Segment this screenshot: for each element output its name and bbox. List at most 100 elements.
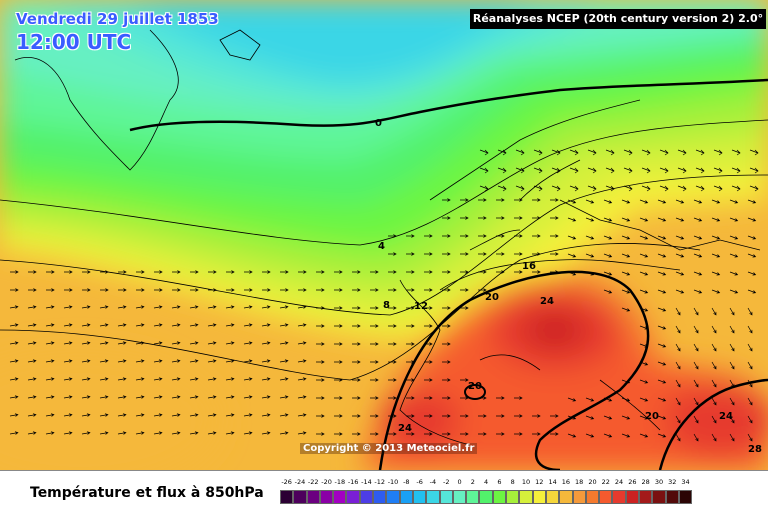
- wind-arrow: [81, 377, 91, 381]
- legend-swatch: [452, 490, 467, 504]
- wind-arrow: [603, 289, 613, 294]
- wind-arrow: [478, 396, 487, 400]
- wind-arrow: [747, 379, 753, 388]
- wind-arrow: [135, 431, 145, 435]
- wind-arrow: [243, 431, 253, 435]
- wind-arrow: [9, 359, 19, 363]
- wind-arrow: [747, 199, 757, 204]
- wind-arrow: [117, 395, 127, 399]
- wind-arrow: [100, 288, 109, 292]
- wind-arrow: [711, 253, 721, 258]
- wind-arrow: [424, 360, 433, 364]
- wind-arrow: [406, 414, 415, 418]
- wind-arrow: [747, 343, 753, 352]
- wind-arrow: [153, 359, 163, 363]
- wind-arrow: [99, 323, 109, 327]
- atlantic-warm-pool: [0, 350, 220, 470]
- wind-arrow: [154, 288, 163, 292]
- wind-arrow: [657, 343, 667, 348]
- wind-arrow: [747, 415, 753, 424]
- wind-arrow: [532, 216, 541, 220]
- wind-arrow: [567, 415, 577, 420]
- contour-label-0: 0: [375, 118, 382, 129]
- wind-arrow: [99, 431, 109, 435]
- wind-arrow: [569, 167, 579, 174]
- iceland-coast: [219, 29, 261, 61]
- wind-arrow: [532, 252, 541, 256]
- wind-arrow: [731, 167, 741, 174]
- wind-arrow: [352, 342, 361, 346]
- wind-arrow: [207, 323, 217, 327]
- contour-label-20-island: 20: [468, 381, 482, 392]
- wind-arrow: [406, 288, 415, 292]
- wind-arrow: [639, 433, 649, 438]
- wind-arrow: [711, 199, 721, 204]
- wind-arrow: [532, 270, 541, 274]
- wind-arrow: [515, 149, 525, 156]
- wind-arrow: [729, 253, 739, 258]
- wind-arrow: [297, 359, 307, 363]
- wind-arrow: [135, 305, 145, 309]
- wind-arrow: [82, 270, 91, 274]
- greenland-coast: [14, 29, 179, 171]
- wind-arrow: [135, 413, 145, 417]
- wind-arrow: [207, 413, 217, 417]
- wind-arrow: [63, 359, 73, 363]
- wind-arrow: [261, 377, 271, 381]
- isotherm-20: [378, 270, 650, 470]
- wind-arrow: [514, 270, 523, 274]
- wind-arrow: [657, 433, 667, 438]
- legend-label: 32: [668, 478, 677, 486]
- wind-arrow: [207, 305, 217, 309]
- wind-arrow: [675, 397, 681, 406]
- wind-arrow: [171, 323, 181, 327]
- wind-arrow: [605, 185, 615, 192]
- wind-arrow: [460, 234, 469, 238]
- legend-label: 18: [575, 478, 584, 486]
- wind-arrow: [352, 306, 361, 310]
- wind-arrow: [243, 413, 253, 417]
- wind-arrow: [226, 288, 235, 292]
- wind-arrow: [695, 167, 705, 174]
- wind-arrow: [621, 379, 631, 384]
- wind-arrow: [424, 252, 433, 256]
- copyright-label: Copyright © 2013 Meteociel.fr: [300, 443, 478, 454]
- legend-label: -14: [361, 478, 372, 486]
- wind-arrow: [603, 235, 613, 240]
- wind-arrow: [657, 361, 667, 366]
- wind-arrow: [153, 305, 163, 309]
- wind-arrow: [550, 414, 559, 418]
- wind-arrow: [262, 288, 271, 292]
- wind-arrow: [442, 360, 451, 364]
- wind-arrow: [316, 396, 325, 400]
- temperature-field: [0, 0, 768, 470]
- wind-arrow: [747, 307, 753, 316]
- wind-arrow: [171, 395, 181, 399]
- wind-arrow: [135, 323, 145, 327]
- wind-arrow: [352, 360, 361, 364]
- wind-arrow: [279, 305, 289, 309]
- wind-arrow: [334, 324, 343, 328]
- wind-arrow: [442, 252, 451, 256]
- wind-arrow: [27, 395, 37, 399]
- wind-arrow: [189, 323, 199, 327]
- wind-arrow: [639, 379, 649, 384]
- wind-arrow: [567, 199, 577, 204]
- wind-arrow: [515, 167, 525, 174]
- wind-arrow: [9, 341, 19, 345]
- wind-arrow: [28, 288, 37, 292]
- wind-arrow: [603, 397, 613, 402]
- wind-arrow: [747, 397, 753, 406]
- wind-arrow: [334, 414, 343, 418]
- wind-arrow: [46, 288, 55, 292]
- wind-arrow: [675, 379, 681, 388]
- wind-arrow: [370, 414, 379, 418]
- wind-arrow: [460, 432, 469, 436]
- wind-arrow: [171, 377, 181, 381]
- isotherm-20-island: [464, 384, 486, 400]
- wind-arrow: [406, 234, 415, 238]
- wind-arrow: [388, 414, 397, 418]
- wind-arrow: [334, 396, 343, 400]
- wind-arrow: [442, 306, 451, 310]
- wind-arrow: [370, 360, 379, 364]
